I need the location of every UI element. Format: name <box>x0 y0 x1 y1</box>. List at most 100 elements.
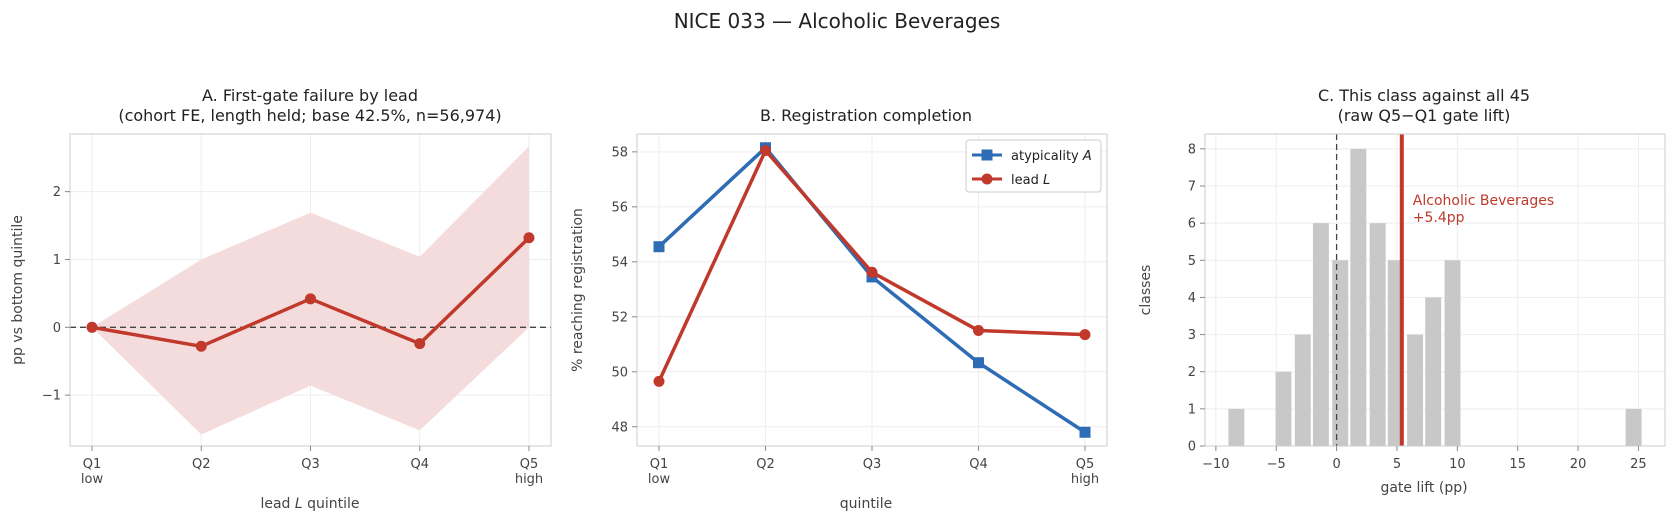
panel-a-title: A. First-gate failure by lead <box>202 86 418 105</box>
x-tick-label: 5 <box>1393 457 1401 472</box>
panel-a-confidence-band <box>92 146 529 435</box>
y-tick-label: 0 <box>1188 440 1196 455</box>
panel-c-x-ticks: −10 −5 0 5 10 15 20 25 <box>1202 446 1647 472</box>
panel-c-bars <box>1228 148 1642 446</box>
panel-b-y-axis-label: % reaching registration <box>570 208 586 372</box>
x-tick-sublabel: low <box>648 472 671 487</box>
histogram-bar <box>1228 408 1245 446</box>
panel-b-registration-completion: B. Registration completion 485052545658 … <box>570 106 1108 512</box>
highlight-label: Alcoholic Beverages <box>1413 193 1554 209</box>
histogram-bar <box>1275 371 1292 446</box>
x-tick-sublabel: low <box>81 472 104 487</box>
histogram-bar <box>1625 408 1642 446</box>
histogram-bar <box>1425 297 1442 446</box>
data-point <box>195 340 207 352</box>
y-tick-label: 50 <box>611 365 628 380</box>
legend-entry-atypicality: atypicality A <box>972 149 1092 164</box>
legend-label-atypicality: atypicality A <box>1011 149 1092 164</box>
panel-b-y-ticks: 48 50 52 54 56 58 <box>611 145 637 435</box>
y-tick-label: 48 <box>611 420 628 435</box>
y-tick-label: 56 <box>611 200 628 215</box>
histogram-bar <box>1387 260 1404 446</box>
x-tick-label: 20 <box>1570 457 1587 472</box>
panel-c-y-ticks: 0 1 2 3 4 5 6 7 8 <box>1188 142 1205 455</box>
panel-a-lead-gate-failure: A. First-gate failure by lead (cohort FE… <box>10 86 552 512</box>
x-tick-label: Q4 <box>410 457 429 472</box>
legend-marker-circle <box>981 173 993 185</box>
data-point-circle <box>653 375 665 387</box>
histogram-bar <box>1444 260 1461 446</box>
y-tick-label: 0 <box>53 321 61 336</box>
histogram-bar <box>1407 334 1424 446</box>
panel-c-class-histogram: C. This class against all 45 (raw Q5−Q1 … <box>1138 86 1666 496</box>
panel-a-y-ticks: −1 0 1 2 <box>42 185 70 404</box>
x-tick-label: Q4 <box>969 457 988 472</box>
y-tick-label: 4 <box>1188 291 1196 306</box>
data-point <box>305 293 316 305</box>
x-tick-label: Q1 <box>650 457 669 472</box>
panel-c-x-axis-label: gate lift (pp) <box>1380 480 1467 496</box>
histogram-bar <box>1312 223 1329 446</box>
figure-title: NICE 033 — Alcoholic Beverages <box>674 9 1001 33</box>
x-tick-label: Q5 <box>1076 457 1095 472</box>
data-point-square <box>1079 426 1091 438</box>
data-point-square <box>653 241 665 253</box>
data-point-square <box>973 357 984 369</box>
panel-b-title: B. Registration completion <box>760 106 972 125</box>
y-tick-label: 5 <box>1188 254 1196 269</box>
y-tick-label: 3 <box>1188 328 1196 343</box>
y-tick-label: 6 <box>1188 217 1196 232</box>
y-tick-label: 1 <box>1188 402 1196 417</box>
y-tick-label: 8 <box>1188 142 1196 157</box>
y-tick-label: 58 <box>611 145 628 160</box>
x-tick-label: Q2 <box>192 457 211 472</box>
panel-b-series <box>653 142 1091 438</box>
panel-c-title: C. This class against all 45 <box>1318 86 1530 105</box>
highlight-value: +5.4pp <box>1413 210 1465 226</box>
panel-c-subtitle: (raw Q5−Q1 gate lift) <box>1338 106 1511 125</box>
histogram-bar <box>1350 148 1367 446</box>
panel-a-subtitle: (cohort FE, length held; base 42.5%, n=5… <box>118 106 501 125</box>
data-point-circle <box>866 266 878 278</box>
y-tick-label: 52 <box>611 310 628 325</box>
data-point-circle <box>760 144 771 156</box>
x-tick-label: Q2 <box>756 457 775 472</box>
data-point <box>523 232 535 244</box>
x-tick-label: 15 <box>1509 457 1526 472</box>
panel-a-x-axis-label: lead L quintile <box>260 496 359 512</box>
legend-entry-lead: lead L <box>972 173 1050 188</box>
panel-a-y-axis-label: pp vs bottom quintile <box>10 215 26 365</box>
y-tick-label: 1 <box>53 253 61 268</box>
panel-b-legend: atypicality A lead L <box>965 139 1102 193</box>
y-tick-label: 2 <box>53 185 61 200</box>
panel-c-axes-frame <box>1204 133 1666 447</box>
histogram-bar <box>1332 260 1349 446</box>
panel-b-x-axis-label: quintile <box>840 496 892 512</box>
x-tick-label: Q5 <box>520 457 539 472</box>
histogram-bar <box>1294 334 1311 446</box>
data-point-circle <box>973 325 984 337</box>
data-point <box>414 338 426 350</box>
y-tick-label: 7 <box>1188 180 1196 195</box>
y-tick-label: 54 <box>611 255 628 270</box>
x-tick-label: 0 <box>1332 457 1340 472</box>
legend-label-lead: lead L <box>1011 173 1050 188</box>
histogram-bar <box>1369 223 1386 446</box>
x-tick-sublabel: high <box>515 472 543 487</box>
x-tick-label: Q3 <box>863 457 882 472</box>
data-point-circle <box>1079 329 1091 341</box>
y-tick-label: −1 <box>42 389 61 404</box>
x-tick-label: −10 <box>1202 457 1229 472</box>
y-tick-label: 2 <box>1188 365 1196 380</box>
legend-marker-square <box>981 149 993 161</box>
x-tick-sublabel: high <box>1071 472 1099 487</box>
panel-c-y-axis-label: classes <box>1138 265 1154 316</box>
x-tick-label: Q3 <box>301 457 320 472</box>
panel-a-series <box>86 232 535 352</box>
x-tick-label: Q1 <box>83 457 102 472</box>
x-tick-label: 10 <box>1449 457 1466 472</box>
x-tick-label: −5 <box>1267 457 1286 472</box>
